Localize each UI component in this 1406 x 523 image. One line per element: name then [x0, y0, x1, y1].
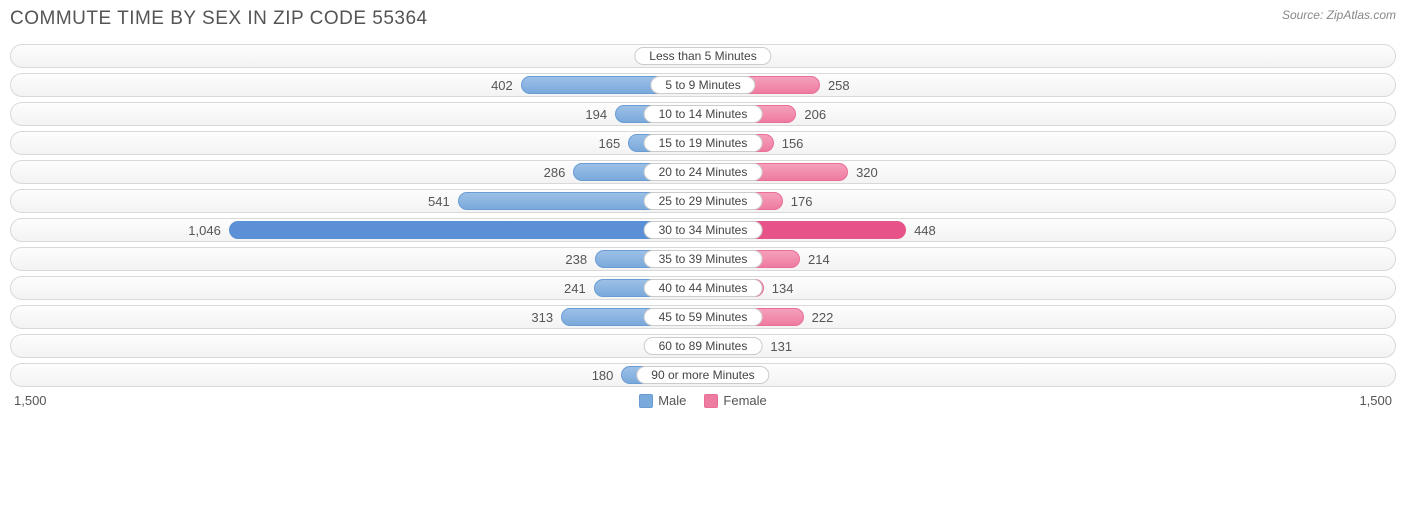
- row-label: 60 to 89 Minutes: [644, 337, 763, 355]
- legend-female-label: Female: [723, 393, 766, 408]
- chart-footer: 1,500 Male Female 1,500: [10, 393, 1396, 408]
- male-value: 238: [565, 248, 587, 272]
- female-value: 222: [812, 306, 834, 330]
- chart-rows: 4699Less than 5 Minutes 402 258 5 to 9 Minu…: [10, 44, 1396, 387]
- chart-row: 402 258 5 to 9 Minutes: [10, 73, 1396, 97]
- commute-chart: COMMUTE TIME BY SEX IN ZIP CODE 55364 So…: [0, 0, 1406, 414]
- male-value: 194: [585, 103, 607, 127]
- chart-row: 541 176 25 to 29 Minutes: [10, 189, 1396, 213]
- chart-row: 6513160 to 89 Minutes: [10, 334, 1396, 358]
- row-label: 20 to 24 Minutes: [644, 163, 763, 181]
- chart-row: 238 214 35 to 39 Minutes: [10, 247, 1396, 271]
- chart-title: COMMUTE TIME BY SEX IN ZIP CODE 55364: [10, 8, 428, 30]
- chart-row: 1802790 or more Minutes: [10, 363, 1396, 387]
- female-value: 176: [791, 190, 813, 214]
- female-value: 258: [828, 74, 850, 98]
- chart-row: 286 320 20 to 24 Minutes: [10, 160, 1396, 184]
- female-swatch-icon: [704, 394, 718, 408]
- axis-right-label: 1,500: [1359, 393, 1392, 408]
- male-value: 402: [491, 74, 513, 98]
- row-label: 15 to 19 Minutes: [644, 134, 763, 152]
- male-value: 286: [544, 161, 566, 185]
- legend: Male Female: [639, 393, 767, 408]
- row-label: 25 to 29 Minutes: [644, 192, 763, 210]
- male-value: 180: [592, 364, 614, 388]
- female-value: 448: [914, 219, 936, 243]
- male-value: 313: [531, 306, 553, 330]
- chart-row: 313 222 45 to 59 Minutes: [10, 305, 1396, 329]
- male-value: 541: [428, 190, 450, 214]
- male-value: 1,046: [188, 219, 221, 243]
- legend-male-label: Male: [658, 393, 686, 408]
- legend-male: Male: [639, 393, 686, 408]
- chart-header: COMMUTE TIME BY SEX IN ZIP CODE 55364 So…: [10, 8, 1396, 30]
- row-label: 5 to 9 Minutes: [650, 76, 755, 94]
- chart-source: Source: ZipAtlas.com: [1282, 8, 1396, 22]
- row-label: 35 to 39 Minutes: [644, 250, 763, 268]
- row-label: Less than 5 Minutes: [634, 47, 771, 65]
- chart-row: 194 206 10 to 14 Minutes: [10, 102, 1396, 126]
- female-value: 134: [772, 277, 794, 301]
- row-label: 45 to 59 Minutes: [644, 308, 763, 326]
- chart-row: 165 156 15 to 19 Minutes: [10, 131, 1396, 155]
- row-label: 90 or more Minutes: [636, 366, 769, 384]
- female-value: 206: [804, 103, 826, 127]
- row-label: 30 to 34 Minutes: [644, 221, 763, 239]
- chart-row: 1,046 448 30 to 34 Minutes: [10, 218, 1396, 242]
- row-label: 40 to 44 Minutes: [644, 279, 763, 297]
- chart-row: 241 134 40 to 44 Minutes: [10, 276, 1396, 300]
- axis-left-label: 1,500: [14, 393, 47, 408]
- female-value: 320: [856, 161, 878, 185]
- legend-female: Female: [704, 393, 766, 408]
- male-value: 241: [564, 277, 586, 301]
- male-swatch-icon: [639, 394, 653, 408]
- female-value: 156: [782, 132, 804, 156]
- chart-row: 4699Less than 5 Minutes: [10, 44, 1396, 68]
- male-bar: [229, 221, 703, 239]
- male-value: 165: [599, 132, 621, 156]
- row-label: 10 to 14 Minutes: [644, 105, 763, 123]
- female-value: 214: [808, 248, 830, 272]
- female-value: 131: [770, 335, 792, 359]
